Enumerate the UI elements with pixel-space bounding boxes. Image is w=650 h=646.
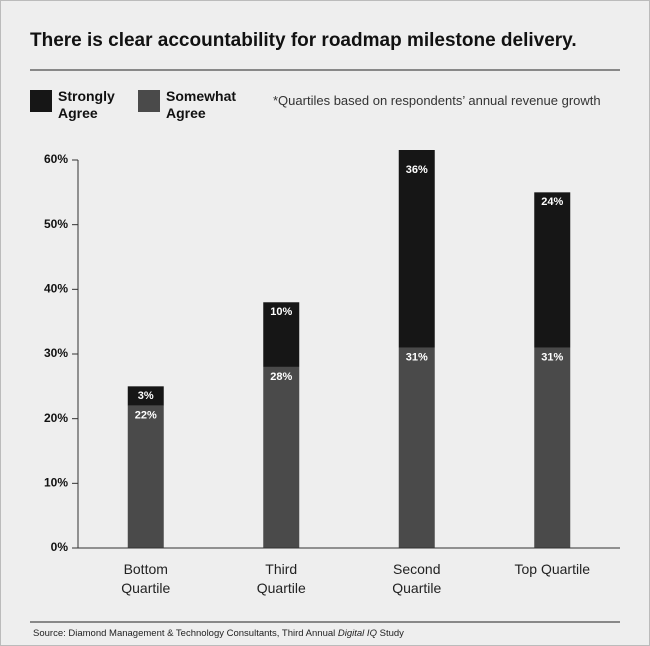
y-tick-label: 50% [44, 217, 68, 231]
legend-label: Strongly Agree [58, 88, 115, 121]
bar-segment [127, 386, 164, 406]
bar-segment [263, 302, 300, 367]
bar-segment [127, 405, 164, 548]
chart-title: There is clear accountability for roadma… [30, 30, 577, 51]
bar-segment [534, 347, 571, 548]
data-label: 10% [270, 306, 292, 318]
y-tick-label: 0% [51, 540, 69, 554]
source-text: Source: Diamond Management & Technology … [33, 628, 338, 639]
legend-swatch [138, 90, 160, 112]
legend-label: Somewhat Agree [166, 88, 237, 121]
legend-swatch [30, 90, 52, 112]
x-tick-label: Bottom Quartile [121, 561, 171, 596]
plot: 22% 3% 28% 10% 31% 36% 31% 24% [127, 150, 571, 548]
data-label: 3% [138, 390, 154, 402]
bar-segment [398, 150, 435, 348]
bar-segment [263, 366, 300, 548]
y-tick-label: 30% [44, 346, 68, 360]
y-tick-label: 60% [44, 152, 68, 166]
bar-segment [398, 347, 435, 548]
y-tick-label: 40% [44, 282, 68, 296]
legend-item: Somewhat Agree [138, 88, 236, 122]
data-label: 36% [406, 164, 428, 176]
y-tick-label: 10% [44, 476, 68, 490]
y-tick-label: 20% [44, 411, 68, 425]
note: *Quartiles based on respondents’ annual … [273, 93, 601, 108]
source-text: Digital IQ [337, 628, 377, 639]
data-label: 24% [541, 196, 563, 208]
data-label: 28% [270, 371, 292, 383]
x-tick-label: Third Quartile [256, 561, 306, 596]
x-tick-label: Top Quartile [514, 561, 590, 577]
x-tick-label: Second Quartile [392, 561, 442, 596]
source: Source: Diamond Management & Technology … [33, 628, 404, 639]
legend-item: Strongly Agree [30, 88, 128, 122]
source-text: Study [376, 628, 404, 639]
data-label: 31% [406, 351, 428, 363]
bar-segment [534, 192, 571, 348]
data-label: 22% [135, 410, 157, 422]
data-label: 31% [541, 351, 563, 363]
